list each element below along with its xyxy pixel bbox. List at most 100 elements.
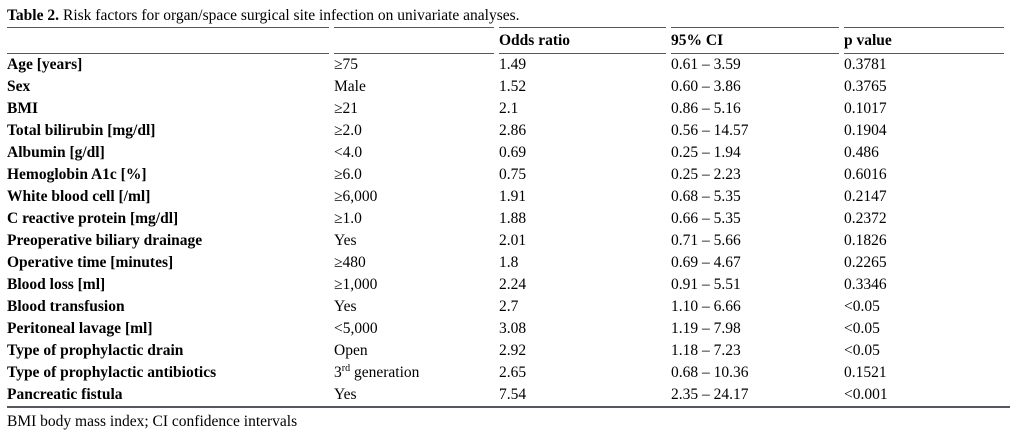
cell-risk-factor: Operative time [minutes] <box>7 254 174 271</box>
cell-ci: 0.56 – 14.57 <box>671 122 749 139</box>
cell-ci: 2.35 – 24.17 <box>671 386 749 403</box>
table-row: Peritoneal lavage [ml] <5,000 3.08 1.19 – 7… <box>7 318 1004 340</box>
cell-ci: 0.91 – 5.51 <box>671 276 741 293</box>
cell-ci: 0.71 – 5.66 <box>671 232 741 249</box>
cell-odds-ratio: 2.01 <box>499 232 527 249</box>
cell-risk-factor: Type of prophylactic antibiotics <box>7 364 217 381</box>
cell-risk-factor: Age [years] <box>7 56 83 73</box>
table-row: Albumin [g/dl] <4.0 0.69 0.25 – 1.94 0.486 <box>7 142 1004 164</box>
cell-category: ≥21 <box>334 100 359 117</box>
cell-ci: 1.18 – 7.23 <box>671 342 741 359</box>
cell-risk-factor: Pancreatic fistula <box>7 386 123 403</box>
cell-p-value: 0.3781 <box>844 56 887 73</box>
header-row: Odds ratio 95% CI p value <box>7 27 1004 54</box>
cell-ci: 0.25 – 1.94 <box>671 144 741 161</box>
column-header <box>7 27 329 54</box>
cell-odds-ratio: 7.54 <box>499 386 527 403</box>
cell-risk-factor: Albumin [g/dl] <box>7 144 105 161</box>
table-number-label: Table 2. <box>7 7 59 24</box>
cell-p-value: 0.3765 <box>844 78 887 95</box>
cell-p-value: 0.1826 <box>844 232 887 249</box>
cell-risk-factor: Blood loss [ml] <box>7 276 106 293</box>
cell-odds-ratio: 2.24 <box>499 276 527 293</box>
cell-category: Open <box>334 342 368 359</box>
table-title-text: Risk factors for organ/space surgical si… <box>62 7 520 24</box>
cell-p-value: <0.05 <box>844 320 880 337</box>
cell-category: ≥2.0 <box>334 122 362 139</box>
cell-p-value: <0.05 <box>844 342 880 359</box>
table-row: Type of prophylactic drain Open 2.92 1.18 –… <box>7 340 1004 362</box>
cell-risk-factor: BMI <box>7 100 38 117</box>
table-row: Type of prophylactic antibiotics 3rd gene… <box>7 362 1004 384</box>
cell-p-value: 0.2265 <box>844 254 887 271</box>
cell-p-value: 0.2372 <box>844 210 887 227</box>
cell-category: Yes <box>334 232 357 249</box>
cell-odds-ratio: 2.86 <box>499 122 527 139</box>
table-row: BMI ≥21 2.1 0.86 – 5.16 0.1017 <box>7 98 1004 120</box>
cell-risk-factor: White blood cell [/ml] <box>7 188 151 205</box>
cell-ci: 0.66 – 5.35 <box>671 210 741 227</box>
cell-odds-ratio: 1.88 <box>499 210 527 227</box>
cell-risk-factor: Total bilirubin [mg/dl] <box>7 122 156 139</box>
cell-ci: 0.68 – 10.36 <box>671 364 749 381</box>
cell-category: 3rd generation <box>334 362 420 381</box>
cell-category: ≥6.0 <box>334 166 362 183</box>
cell-category: ≥1,000 <box>334 276 378 293</box>
cell-p-value: <0.001 <box>844 386 888 403</box>
table-row: Age [years] ≥75 1.49 0.61 – 3.59 0.3781 <box>7 54 1004 76</box>
cell-ci: 0.60 – 3.86 <box>671 78 741 95</box>
table-row: Hemoglobin A1c [%] ≥6.0 0.75 0.25 – 2.23 0.6… <box>7 164 1004 186</box>
cell-category: Yes <box>334 298 357 315</box>
risk-factors-table: Odds ratio 95% CI p value Age [years] ≥75 1.… <box>2 27 1009 406</box>
cell-p-value: 0.1521 <box>844 364 887 381</box>
cell-p-value: <0.05 <box>844 298 880 315</box>
cell-odds-ratio: 2.1 <box>499 100 519 117</box>
table-wrap: Odds ratio 95% CI p value Age [years] ≥75 1.… <box>7 27 1010 408</box>
cell-odds-ratio: 3.08 <box>499 320 527 337</box>
cell-odds-ratio: 2.65 <box>499 364 527 381</box>
table-row: Sex Male 1.52 0.60 – 3.86 0.3765 <box>7 76 1004 98</box>
cell-risk-factor: Type of prophylactic drain <box>7 342 184 359</box>
column-header <box>334 27 494 54</box>
cell-ci: 0.69 – 4.67 <box>671 254 741 271</box>
cell-odds-ratio: 2.7 <box>499 298 519 315</box>
cell-risk-factor: Preoperative biliary drainage <box>7 232 203 249</box>
cell-ci: 1.19 – 7.98 <box>671 320 741 337</box>
cell-category: <5,000 <box>334 320 378 337</box>
cell-ci: 1.10 – 6.66 <box>671 298 741 315</box>
cell-odds-ratio: 2.92 <box>499 342 527 359</box>
cell-ci: 0.25 – 2.23 <box>671 166 741 183</box>
cell-ci: 0.61 – 3.59 <box>671 56 741 73</box>
cell-risk-factor: Hemoglobin A1c [%] <box>7 166 147 183</box>
cell-odds-ratio: 1.52 <box>499 78 527 95</box>
column-header: p value <box>844 27 1004 54</box>
table-row: Operative time [minutes] ≥480 1.8 0.69 – 4.… <box>7 252 1004 274</box>
cell-category: Yes <box>334 386 357 403</box>
table-row: Blood loss [ml] ≥1,000 2.24 0.91 – 5.51 0.33… <box>7 274 1004 296</box>
cell-p-value: 0.486 <box>844 144 879 161</box>
cell-p-value: 0.3346 <box>844 276 887 293</box>
cell-category: ≥75 <box>334 56 359 73</box>
cell-ci: 0.86 – 5.16 <box>671 100 741 117</box>
table-row: Pancreatic fistula Yes 7.54 2.35 – 24.17 <0.… <box>7 384 1004 406</box>
table-row: White blood cell [/ml] ≥6,000 1.91 0.68 – 5… <box>7 186 1004 208</box>
cell-risk-factor: Sex <box>7 78 31 95</box>
cell-p-value: 0.6016 <box>844 166 887 183</box>
cell-odds-ratio: 1.49 <box>499 56 527 73</box>
cell-ci: 0.68 – 5.35 <box>671 188 741 205</box>
cell-risk-factor: Peritoneal lavage [ml] <box>7 320 153 337</box>
table-row: Total bilirubin [mg/dl] ≥2.0 2.86 0.56 – 14… <box>7 120 1004 142</box>
cell-risk-factor: C reactive protein [mg/dl] <box>7 210 179 227</box>
cell-odds-ratio: 0.69 <box>499 144 527 161</box>
cell-odds-ratio: 1.8 <box>499 254 519 271</box>
cell-category: ≥480 <box>334 254 366 271</box>
table-title: Table 2. Risk factors for organ/space sur… <box>7 6 1011 26</box>
cell-p-value: 0.1017 <box>844 100 887 117</box>
cell-p-value: 0.2147 <box>844 188 887 205</box>
cell-category: ≥1.0 <box>334 210 362 227</box>
cell-category: ≥6,000 <box>334 188 378 205</box>
column-header: Odds ratio <box>499 27 666 54</box>
cell-risk-factor: Blood transfusion <box>7 298 125 315</box>
table-row: Blood transfusion Yes 2.7 1.10 – 6.66 <0.05 <box>7 296 1004 318</box>
